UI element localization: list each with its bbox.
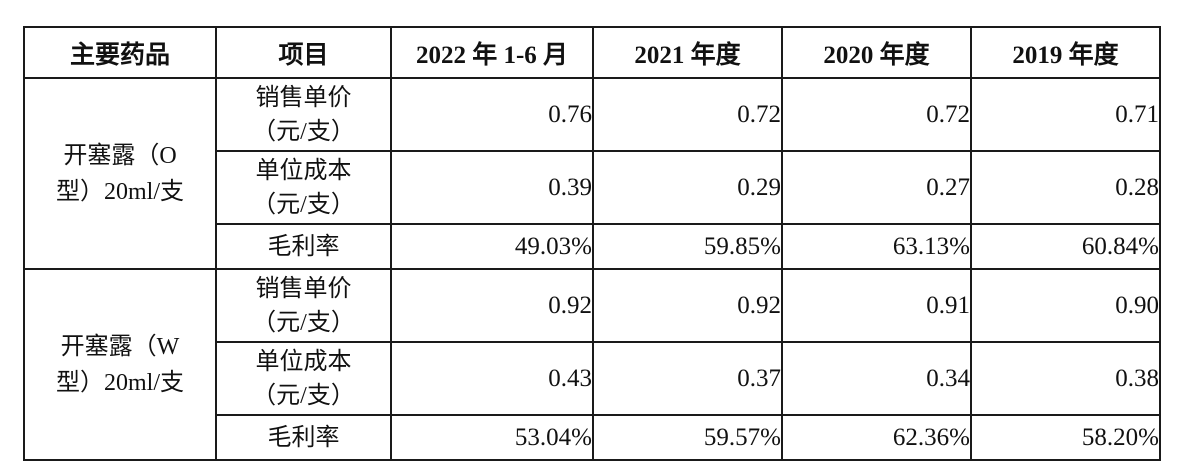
header-drug: 主要药品 xyxy=(23,26,217,79)
value-cell: 0.28 xyxy=(970,150,1161,225)
item-label: 销售单价 xyxy=(255,84,352,111)
value-cell: 62.36% xyxy=(781,414,972,461)
value-cell: 0.91 xyxy=(781,268,972,343)
drug-name-line1: 开塞露（W xyxy=(60,333,180,360)
value-cell: 0.71 xyxy=(970,77,1161,152)
value-cell: 0.39 xyxy=(390,150,594,225)
table-row: 毛利率 53.04% 59.57% 62.36% 58.20% xyxy=(24,414,1161,461)
item-label: 单位成本 xyxy=(255,157,352,184)
item-cell: 销售单价 （元/支） xyxy=(215,268,392,343)
drug-name-cell: 开塞露（W 型）20ml/支 xyxy=(23,268,217,461)
table-row: 毛利率 49.03% 59.85% 63.13% 60.84% xyxy=(24,223,1161,270)
financial-table: 主要药品 项目 2022 年 1-6 月 2021 年度 2020 年度 201… xyxy=(23,26,1161,461)
value-cell: 59.85% xyxy=(592,223,783,270)
drug-name-cell: 开塞露（O 型）20ml/支 xyxy=(23,77,217,270)
header-2021: 2021 年度 xyxy=(592,26,783,79)
value-cell: 49.03% xyxy=(390,223,594,270)
value-cell: 0.92 xyxy=(390,268,594,343)
item-label: 单位成本 xyxy=(255,348,352,375)
value-cell: 0.29 xyxy=(592,150,783,225)
item-cell: 单位成本 （元/支） xyxy=(215,150,392,225)
item-label: 毛利率 xyxy=(267,233,340,260)
table-row: 开塞露（O 型）20ml/支 销售单价 （元/支） 0.76 0.72 0.72… xyxy=(23,77,1161,270)
item-unit: （元/支） xyxy=(252,382,355,409)
table-row: 开塞露（W 型）20ml/支 销售单价 （元/支） 0.92 0.92 0.91… xyxy=(23,268,1161,461)
value-cell: 0.34 xyxy=(781,341,972,416)
value-cell: 0.72 xyxy=(592,77,783,152)
header-2019: 2019 年度 xyxy=(970,26,1161,79)
item-unit: （元/支） xyxy=(252,309,355,336)
value-cell: 53.04% xyxy=(390,414,594,461)
value-cell: 63.13% xyxy=(781,223,972,270)
value-cell: 0.27 xyxy=(781,150,972,225)
drug-name-line1: 开塞露（O xyxy=(63,142,177,169)
value-cell: 0.37 xyxy=(592,341,783,416)
item-label: 销售单价 xyxy=(255,275,352,302)
item-cell: 毛利率 xyxy=(215,414,392,461)
item-cell: 销售单价 （元/支） xyxy=(215,77,392,152)
value-cell: 59.57% xyxy=(592,414,783,461)
item-label: 毛利率 xyxy=(267,424,340,451)
value-cell: 0.38 xyxy=(970,341,1161,416)
header-2020: 2020 年度 xyxy=(781,26,972,79)
item-cell: 单位成本 （元/支） xyxy=(215,341,392,416)
table-row: 单位成本 （元/支） 0.43 0.37 0.34 0.38 xyxy=(24,341,1161,416)
item-unit: （元/支） xyxy=(252,191,355,218)
header-item: 项目 xyxy=(215,26,392,79)
header-row: 主要药品 项目 2022 年 1-6 月 2021 年度 2020 年度 201… xyxy=(23,26,1161,79)
value-cell: 58.20% xyxy=(970,414,1161,461)
item-unit: （元/支） xyxy=(252,118,355,145)
table-row: 单位成本 （元/支） 0.39 0.29 0.27 0.28 xyxy=(24,150,1161,225)
value-cell: 60.84% xyxy=(970,223,1161,270)
drug-name-line2: 型）20ml/支 xyxy=(55,369,184,396)
value-cell: 0.92 xyxy=(592,268,783,343)
value-cell: 0.90 xyxy=(970,268,1161,343)
value-cell: 0.43 xyxy=(390,341,594,416)
drug-name-line2: 型）20ml/支 xyxy=(55,178,184,205)
item-cell: 毛利率 xyxy=(215,223,392,270)
header-2022h1: 2022 年 1-6 月 xyxy=(390,26,594,79)
value-cell: 0.76 xyxy=(390,77,594,152)
value-cell: 0.72 xyxy=(781,77,972,152)
